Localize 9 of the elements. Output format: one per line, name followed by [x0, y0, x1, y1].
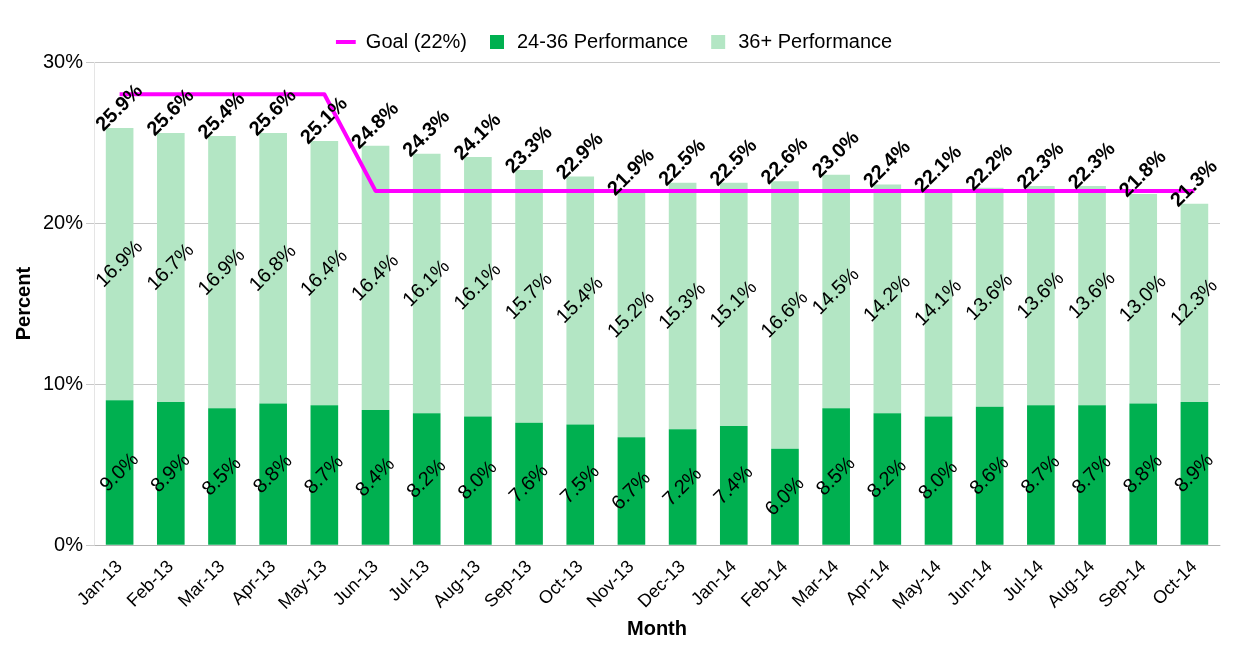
legend-label: Goal (22%) — [365, 29, 467, 52]
y-axis-title: Percent — [11, 266, 34, 341]
x-axis-title: Month — [627, 616, 688, 639]
y-tick-label: 0% — [54, 532, 84, 555]
legend-label: 36+ Performance — [738, 29, 893, 52]
y-tick-label: 30% — [43, 49, 84, 72]
y-tick-label: 20% — [43, 210, 84, 233]
legend-label: 24-36 Performance — [516, 29, 689, 52]
y-tick-label: 10% — [43, 371, 84, 394]
